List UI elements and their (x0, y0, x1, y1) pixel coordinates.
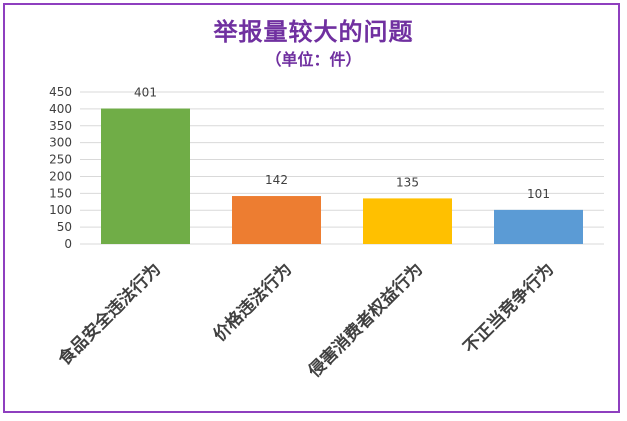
y-tick-label: 350 (49, 119, 72, 133)
data-label-1: 401 (134, 86, 157, 100)
data-label-4: 101 (527, 187, 550, 201)
data-label-2: 142 (265, 173, 288, 187)
y-axis-ticks: 0 50 100 150 200 250 300 350 400 450 (49, 85, 72, 251)
y-tick-label: 0 (64, 237, 72, 251)
x-axis-categories: 食品安全违法行为 价格违法行为 侵害消费者权益行为 不正当竞争行为 (54, 259, 558, 383)
bar-2 (232, 196, 321, 244)
category-label-4: 不正当竞争行为 (459, 259, 558, 358)
y-tick-label: 200 (49, 169, 72, 183)
bar-4 (494, 209, 583, 244)
chart-subtitle: （单位：件） (265, 50, 362, 69)
bar-3 (363, 198, 452, 244)
category-label-2: 价格违法行为 (209, 259, 296, 346)
bars (101, 108, 583, 244)
category-label-3: 侵害消费者权益行为 (303, 259, 427, 383)
data-labels: 401 142 135 101 (134, 86, 550, 201)
y-tick-label: 400 (49, 102, 72, 116)
y-tick-label: 50 (57, 220, 72, 234)
y-tick-label: 250 (49, 153, 72, 167)
y-tick-label: 100 (49, 203, 72, 217)
y-tick-label: 450 (49, 85, 72, 99)
category-label-1: 食品安全违法行为 (54, 259, 165, 370)
y-tick-label: 150 (49, 186, 72, 200)
data-label-3: 135 (396, 175, 419, 189)
bar-1 (101, 108, 190, 244)
y-tick-label: 300 (49, 136, 72, 150)
chart-title: 举报量较大的问题 (213, 17, 414, 46)
